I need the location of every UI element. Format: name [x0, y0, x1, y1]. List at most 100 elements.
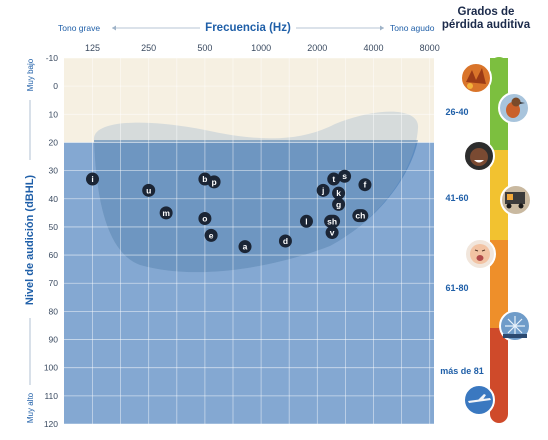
phoneme-marker	[338, 169, 352, 183]
y-hint-bottom: Muy alto	[26, 392, 35, 423]
phoneme-marker	[238, 240, 252, 254]
phoneme-marker	[325, 226, 339, 240]
y-tick-label: 80	[49, 306, 59, 316]
phoneme-marker	[332, 186, 346, 200]
phoneme-label: t	[332, 174, 335, 184]
phoneme-label: o	[202, 213, 207, 223]
phoneme-label: m	[162, 208, 170, 218]
y-tick-label: 60	[49, 250, 59, 260]
phoneme-label: i	[91, 174, 93, 184]
scale-cap-top	[490, 57, 508, 75]
x-tick-label: 500	[197, 43, 212, 53]
phoneme-marker	[332, 197, 346, 211]
phoneme-label: f	[364, 180, 367, 190]
phoneme-label: a	[243, 242, 248, 252]
phoneme-marker	[198, 211, 212, 225]
x-tick-label: 125	[85, 43, 100, 53]
phoneme-label: g	[336, 199, 341, 209]
level-label-81-plus: más de 81	[440, 366, 484, 376]
phoneme-marker	[278, 234, 292, 248]
phoneme-point-l: l	[299, 214, 313, 228]
phoneme-point-a: a	[238, 240, 252, 254]
level-label-26-40: 26-40	[445, 107, 468, 117]
y-tick-label: 0	[53, 81, 58, 91]
phoneme-label: e	[209, 230, 214, 240]
phoneme-label: ch	[355, 211, 365, 221]
phoneme-marker	[142, 183, 156, 197]
y-tick-label: 70	[49, 278, 59, 288]
phoneme-point-o: o	[198, 211, 212, 225]
baby-crying-icon	[464, 238, 496, 270]
y-tick-labels: -10 0 10 20 30 40 50 60 70 80 90 100 110 120	[44, 53, 58, 429]
phoneme-marker	[358, 178, 372, 192]
phoneme-points: i u m b p oe a d l jt sk f g sh ch v	[86, 169, 372, 254]
y-tick-label: 120	[44, 419, 58, 429]
y-tick-label: -10	[46, 53, 59, 63]
y-axis-title: Nivel de audición (dBHL)	[24, 175, 36, 306]
y-tick-label: 20	[49, 137, 59, 147]
phoneme-point-f: f	[358, 178, 372, 192]
sidebar-title: Grados de pérdida auditiva	[441, 6, 531, 31]
fireworks-icon	[499, 310, 531, 342]
scale-segment-41-60	[490, 150, 508, 242]
phoneme-point-g: g	[332, 197, 346, 211]
phoneme-point-m: m	[159, 206, 173, 220]
x-arrow-right-head	[380, 25, 384, 31]
child-laughing-icon	[463, 140, 495, 172]
scale-cap-bottom	[490, 405, 508, 423]
phoneme-label: b	[202, 174, 207, 184]
phoneme-marker	[352, 209, 369, 223]
x-arrow-left-head	[112, 25, 116, 31]
phoneme-marker	[86, 172, 99, 186]
phoneme-label: d	[283, 236, 288, 246]
y-tick-label: 100	[44, 363, 58, 373]
bird-icon	[498, 92, 530, 124]
phoneme-label: v	[330, 228, 335, 238]
y-hint-top: Muy bajo	[26, 58, 35, 91]
y-tick-label: 90	[49, 335, 59, 345]
phoneme-label: p	[211, 177, 216, 187]
phoneme-marker	[207, 175, 221, 189]
y-tick-label: 50	[49, 222, 59, 232]
y-tick-label: 30	[49, 166, 59, 176]
x-tick-label: 2000	[307, 43, 327, 53]
phoneme-marker	[299, 214, 313, 228]
phoneme-point-ch: ch	[352, 209, 369, 223]
phoneme-point-d: d	[278, 234, 292, 248]
phoneme-point-i: i	[86, 172, 99, 186]
phoneme-point-s: s	[338, 169, 352, 183]
level-label-61-80: 61-80	[445, 283, 468, 293]
phoneme-point-k: k	[332, 186, 346, 200]
speech-banana-dark	[94, 140, 418, 273]
y-tick-label: 110	[44, 391, 58, 401]
level-label-41-60: 41-60	[445, 193, 468, 203]
phoneme-point-p: p	[207, 175, 221, 189]
phoneme-label: u	[146, 185, 151, 195]
scale-segment-61-80	[490, 240, 508, 330]
x-tick-label: 4000	[363, 43, 383, 53]
phoneme-point-e: e	[204, 228, 218, 242]
phoneme-marker	[324, 214, 341, 228]
scale-segment-81-plus	[490, 328, 508, 414]
x-tick-label: 250	[141, 43, 156, 53]
phoneme-label: j	[321, 185, 324, 195]
phoneme-label: s	[342, 171, 347, 181]
x-tick-labels: 125 250 500 1000 2000 4000 8000	[85, 43, 440, 53]
phoneme-point-j: j	[316, 183, 330, 197]
phoneme-point-t: t	[327, 172, 341, 186]
y-tick-label: 10	[49, 109, 59, 119]
phoneme-marker	[204, 228, 218, 242]
phoneme-label: l	[305, 216, 307, 226]
phoneme-marker	[316, 183, 330, 197]
x-axis-title: Frecuencia (Hz)	[205, 22, 291, 34]
x-tick-label: 8000	[420, 43, 440, 53]
airplane-icon	[463, 384, 495, 416]
phoneme-point-v: v	[325, 226, 339, 240]
phoneme-point-u: u	[142, 183, 156, 197]
phoneme-marker	[327, 172, 341, 186]
autumn-leaves-icon	[460, 62, 492, 94]
phoneme-label: sh	[327, 216, 337, 226]
x-hint-left: Tono grave	[58, 23, 100, 33]
grid-lines	[64, 57, 459, 425]
